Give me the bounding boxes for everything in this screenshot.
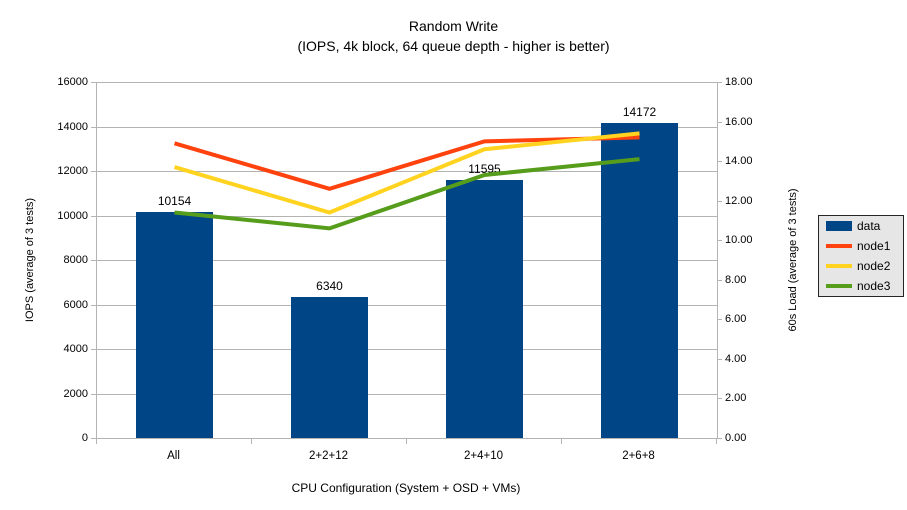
gridline xyxy=(97,393,717,395)
right-axis-tick-label: 2.00 xyxy=(725,392,747,405)
right-axis-tick-label: 8.00 xyxy=(725,273,747,286)
bar-value-label: 10154 xyxy=(157,194,192,209)
bar-2+6+8 xyxy=(601,122,678,438)
right-axis-tick xyxy=(717,121,722,123)
bar-2+2+12 xyxy=(291,296,368,438)
left-axis-tick xyxy=(91,260,96,261)
left-axis-tick xyxy=(91,349,96,350)
gridline xyxy=(97,260,717,261)
x-category-label: 2+2+12 xyxy=(308,450,348,462)
gridline xyxy=(97,82,717,83)
chart-title: Random Write xyxy=(408,18,499,34)
legend-label-node2: node2 xyxy=(857,258,891,273)
gridline xyxy=(97,215,717,217)
right-axis-tick xyxy=(717,438,722,439)
x-axis-tick xyxy=(251,439,252,444)
right-axis-tick-label: 16.00 xyxy=(725,115,753,128)
right-axis-tick xyxy=(717,398,722,400)
left-axis-tick-label: 14000 xyxy=(57,120,88,133)
legend-item-node1: node1 xyxy=(826,238,903,253)
legend-swatch-node1 xyxy=(826,244,852,248)
left-axis-tick-label: 6000 xyxy=(63,298,88,311)
legend-label-data: data xyxy=(857,218,881,233)
left-axis-tick-label: 2000 xyxy=(63,387,88,400)
x-axis-tick xyxy=(96,439,97,444)
gridline xyxy=(97,349,717,350)
x-category-label: 2+6+8 xyxy=(622,450,655,462)
left-axis-tick xyxy=(91,82,96,83)
right-axis-tick xyxy=(717,319,722,321)
chart-subtitle: (IOPS, 4k block, 64 queue depth - higher… xyxy=(297,38,610,54)
left-axis-tick-label: 12000 xyxy=(57,165,88,177)
legend-label-node3: node3 xyxy=(857,278,891,293)
legend-item-node3: node3 xyxy=(826,278,903,293)
bar-value-label: 14172 xyxy=(622,104,657,119)
right-axis-tick-label: 10.00 xyxy=(725,234,753,247)
x-axis-tick xyxy=(716,439,717,444)
title-block: Random Write (IOPS, 4k block, 64 queue d… xyxy=(0,16,907,56)
right-axis-tick xyxy=(717,358,722,360)
right-axis-tick xyxy=(717,161,722,163)
left-axis-tick xyxy=(91,171,96,172)
legend-item-node2: node2 xyxy=(826,258,903,273)
left-axis-tick xyxy=(91,393,96,395)
legend-swatch-node3 xyxy=(826,284,852,288)
left-axis-tick-label: 4000 xyxy=(63,343,88,355)
left-axis-tick-label: 0 xyxy=(81,432,88,444)
x-category-label: 2+4+10 xyxy=(463,450,503,462)
left-axis-tick-label: 16000 xyxy=(57,76,88,88)
legend-label-node1: node1 xyxy=(857,238,891,253)
bar-2+4+10 xyxy=(446,180,523,438)
left-axis-tick xyxy=(91,215,96,217)
left-axis-tick xyxy=(91,438,96,439)
bar-All xyxy=(136,212,213,438)
x-axis-title: CPU Configuration (System + OSD + VMs) xyxy=(291,481,521,495)
right-axis-tick-label: 12.00 xyxy=(725,194,753,207)
gridline xyxy=(97,126,717,128)
right-axis-tick xyxy=(717,82,722,83)
line-series-layer xyxy=(173,131,640,231)
right-axis-tick-label: 14.00 xyxy=(725,155,753,168)
right-axis-title: 60s Load (average of 3 tests) xyxy=(787,188,799,332)
right-axis-tick-label: 4.00 xyxy=(725,352,747,365)
x-axis-tick xyxy=(561,439,562,444)
x-category-label: All xyxy=(167,450,180,462)
right-axis-tick xyxy=(717,200,722,202)
gridline xyxy=(97,304,717,306)
left-axis-tick-label: 8000 xyxy=(63,254,88,266)
gridline xyxy=(97,171,717,172)
legend: data node1 node2 node3 xyxy=(818,215,904,297)
x-axis-tick xyxy=(406,439,407,444)
legend-item-data: data xyxy=(826,218,903,233)
right-axis-tick xyxy=(717,279,722,281)
legend-swatch-node2 xyxy=(826,264,852,268)
line-node3 xyxy=(174,157,640,231)
right-axis-tick-label: 0.00 xyxy=(725,432,747,444)
right-axis-tick-label: 18.00 xyxy=(725,76,753,88)
left-axis-tick xyxy=(91,126,96,128)
left-axis-tick-label: 10000 xyxy=(57,209,88,222)
line-node2 xyxy=(173,131,640,215)
right-axis-tick xyxy=(717,240,722,242)
left-axis-tick xyxy=(91,304,96,306)
plot-area: 10154 6340 11595 14172 xyxy=(96,82,718,439)
right-axis-tick-label: 6.00 xyxy=(725,313,747,326)
bar-value-label: 6340 xyxy=(316,278,343,293)
legend-swatch-data xyxy=(826,221,852,231)
